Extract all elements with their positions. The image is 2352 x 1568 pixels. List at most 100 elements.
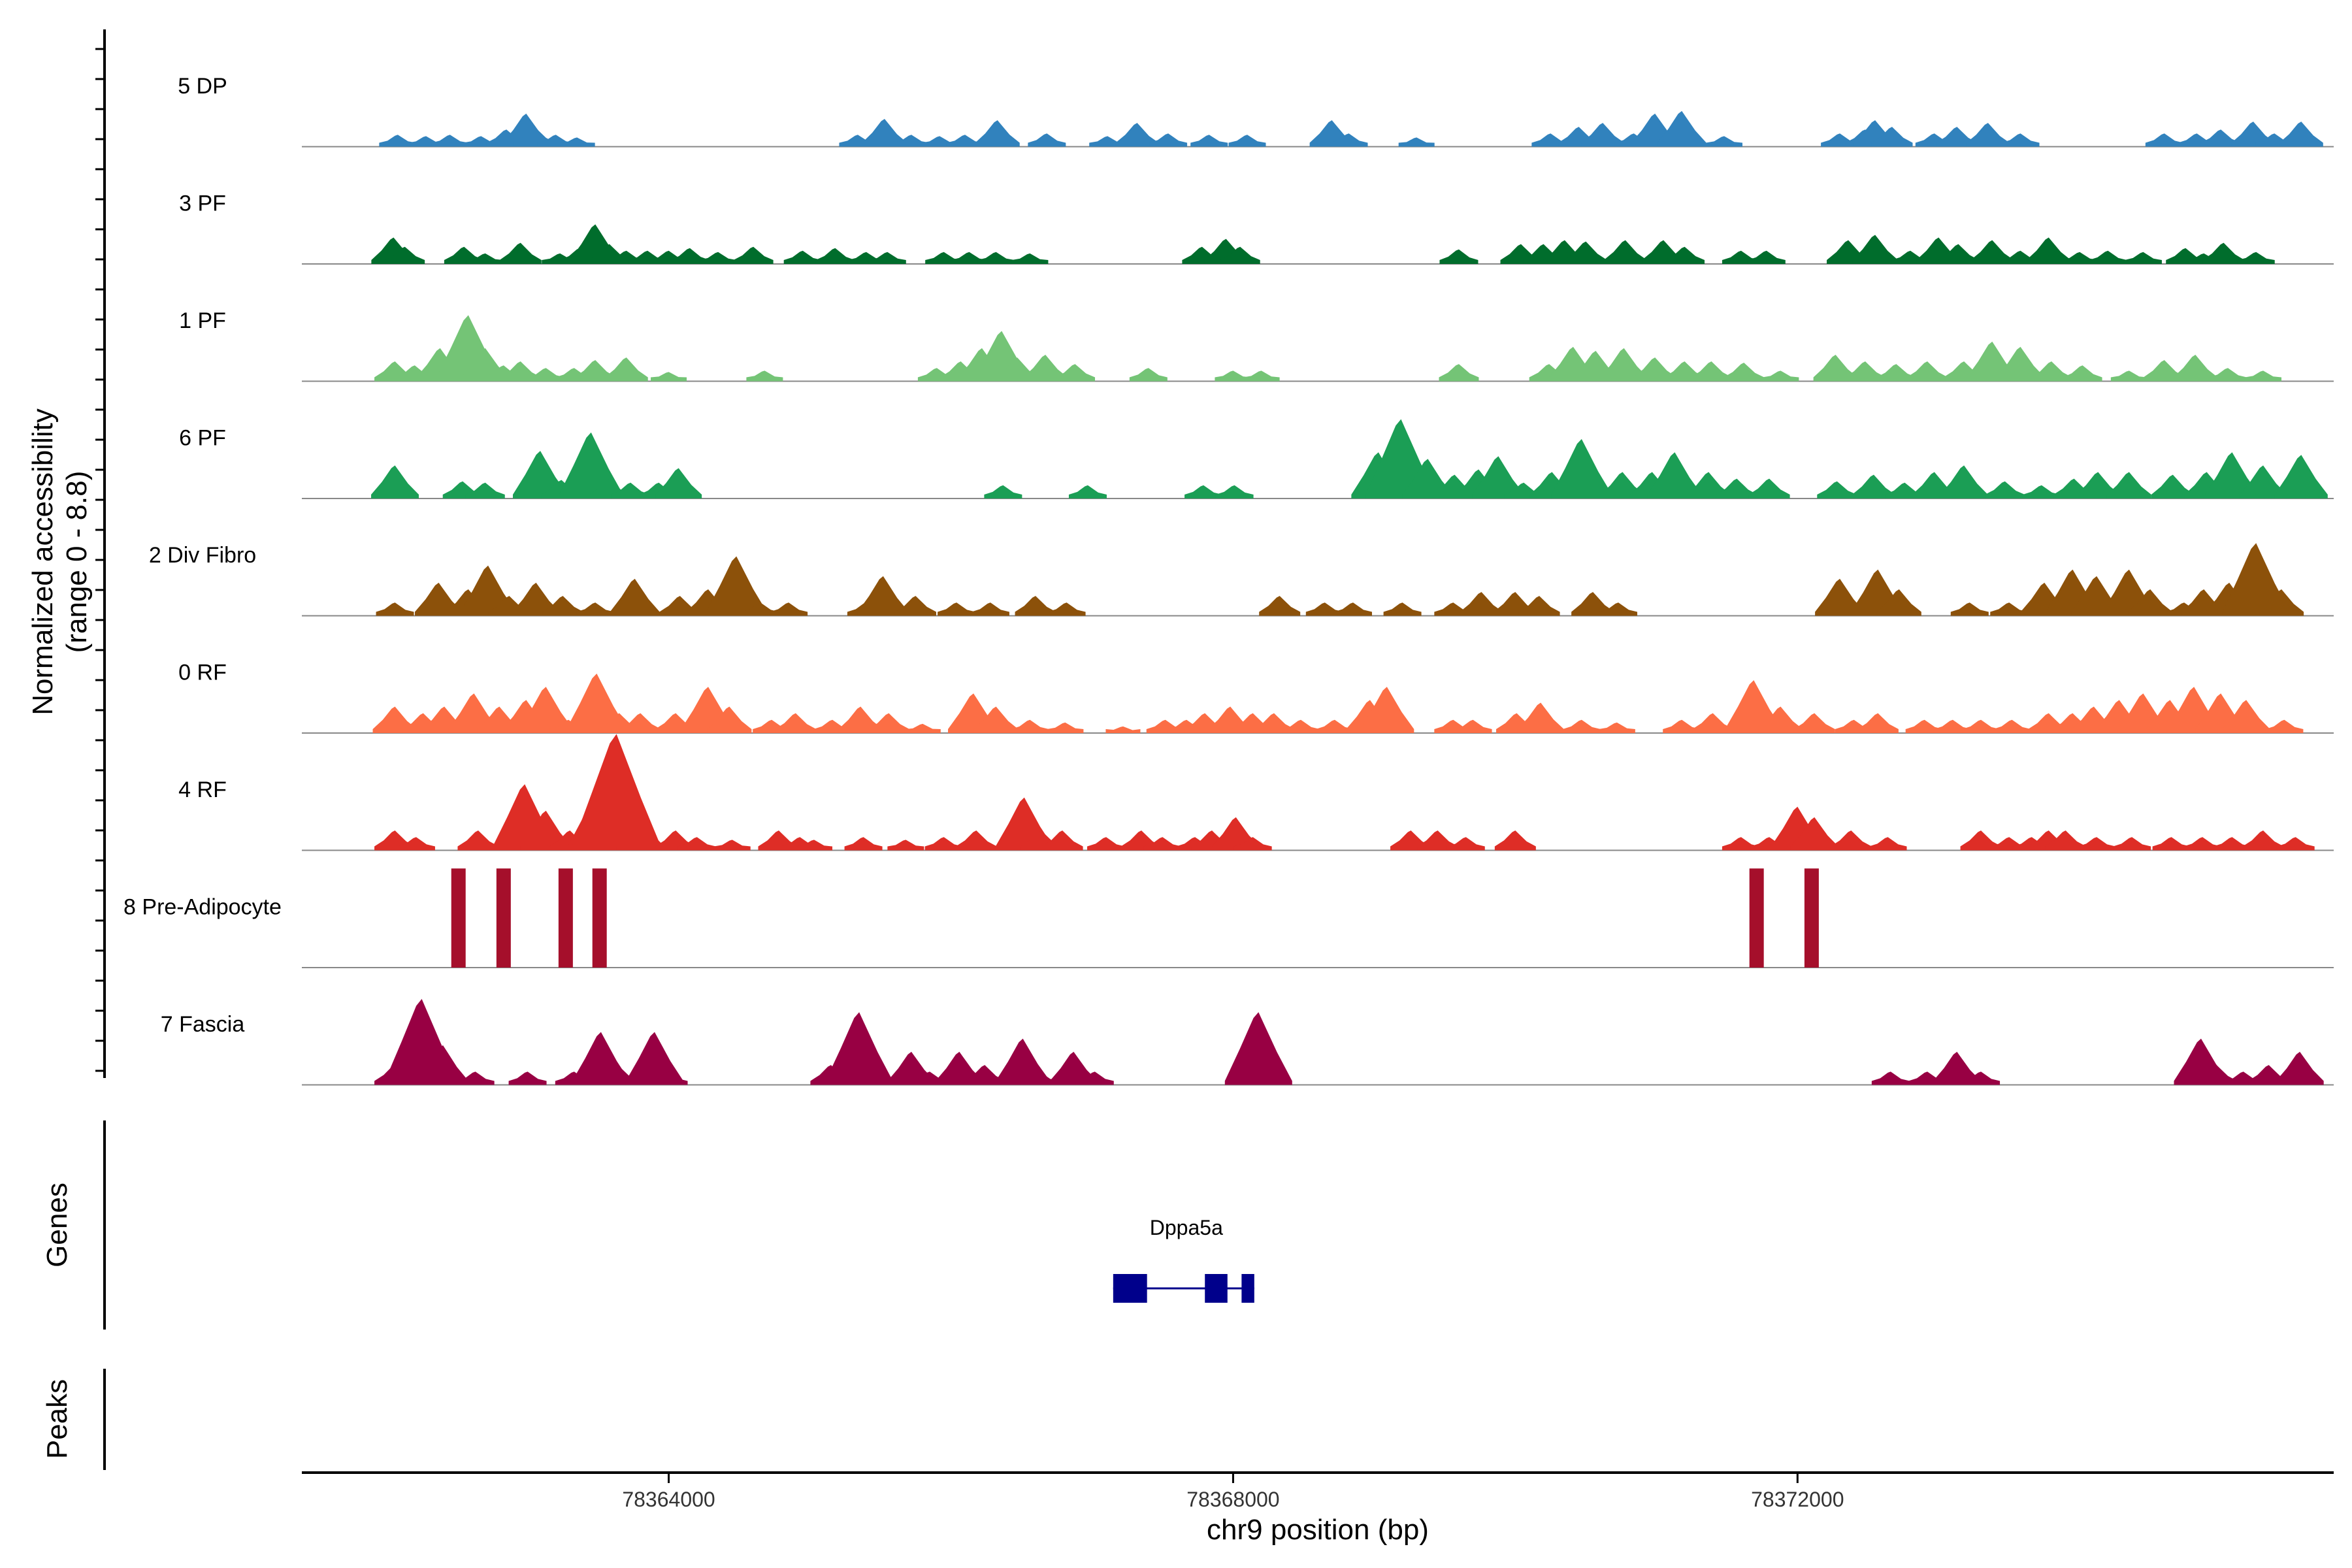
coverage-peak bbox=[1748, 478, 1790, 498]
coverage-peak bbox=[1749, 868, 1764, 968]
track-label: 3 PF bbox=[179, 191, 226, 216]
coverage-peak bbox=[1047, 602, 1086, 616]
coverage-peak bbox=[2113, 837, 2151, 851]
coverage-peak bbox=[1691, 361, 1733, 382]
coverage-peak bbox=[1105, 726, 1141, 733]
coverage-peak bbox=[1716, 478, 1757, 498]
coverage-peak bbox=[414, 582, 463, 616]
coverage-peak bbox=[955, 830, 997, 851]
coverage-peak bbox=[1220, 246, 1260, 264]
coverage-peak bbox=[431, 135, 469, 147]
coverage-peak bbox=[2145, 133, 2183, 147]
coverage-peak bbox=[1790, 817, 1838, 851]
gene-exon bbox=[1205, 1274, 1228, 1303]
coverage-peak bbox=[619, 713, 661, 733]
coverage-peak bbox=[499, 242, 542, 264]
coverage-peak bbox=[1933, 1051, 1981, 1085]
coverage-peak bbox=[519, 687, 574, 733]
coverage-peak bbox=[1758, 706, 1803, 733]
coverage-peak bbox=[1215, 485, 1254, 498]
coverage-peak bbox=[1564, 241, 1607, 264]
coverage-peak bbox=[2124, 252, 2162, 264]
coverage-peak bbox=[1472, 456, 1525, 498]
coverage-peak bbox=[1990, 602, 2029, 616]
coverage-peak bbox=[868, 252, 906, 264]
coverage-peak bbox=[1417, 830, 1459, 851]
x-axis-ticks: 78364000 78368000 78372000 bbox=[622, 1473, 1844, 1511]
coverage-peak bbox=[795, 840, 832, 851]
coverage-peak bbox=[1871, 127, 1913, 147]
coverage-peak bbox=[2063, 365, 2102, 382]
coverage-peak bbox=[1215, 370, 1252, 382]
coverage-peak bbox=[1869, 837, 1907, 851]
coverage-peak bbox=[862, 119, 907, 147]
coverage-peak bbox=[1692, 713, 1734, 733]
coverage-peak bbox=[655, 468, 702, 498]
coverage-peak bbox=[2183, 837, 2222, 851]
coverage-peak bbox=[1936, 127, 1978, 147]
coverage-peak bbox=[604, 357, 648, 382]
track-label: 2 Div Fibro bbox=[149, 543, 256, 568]
tracks-axis-ticks bbox=[95, 48, 105, 1072]
coverage-peak bbox=[1804, 868, 1819, 968]
coverage-peak bbox=[1723, 363, 1765, 382]
coverage-peak bbox=[2222, 543, 2290, 616]
coverage-peak bbox=[2200, 129, 2241, 147]
coverage-peak bbox=[838, 706, 883, 733]
coverage-peak bbox=[770, 602, 808, 616]
coverage-peak bbox=[1015, 596, 1056, 616]
coverage-peak bbox=[1068, 485, 1107, 498]
coverage-peak bbox=[1793, 713, 1835, 733]
coverage-peak bbox=[2031, 361, 2072, 382]
coverage-peak bbox=[1383, 602, 1422, 616]
coverage-peak bbox=[1817, 481, 1857, 498]
y-axis-title-line1: Normalized accessibility bbox=[27, 408, 59, 715]
coverage-peak bbox=[1021, 1071, 1059, 1085]
coverage-peak bbox=[844, 837, 883, 851]
coverage-peak bbox=[1047, 722, 1084, 733]
coverage-peak bbox=[1633, 357, 1677, 382]
coverage-peak bbox=[1087, 837, 1126, 851]
gene-dppa5a: Dppa5a bbox=[1113, 1216, 1254, 1303]
y-axis-title: Normalized accessibility (range 0 - 8.8) bbox=[27, 408, 93, 715]
track-7-fascia: 7 Fascia bbox=[161, 999, 2334, 1086]
coverage-peak bbox=[1600, 348, 1648, 382]
coverage-peak bbox=[707, 706, 752, 733]
coverage-peak bbox=[2245, 370, 2282, 382]
coverage-peak bbox=[592, 868, 607, 968]
coverage-peak bbox=[1663, 719, 1701, 733]
coverage-peak bbox=[1245, 1058, 1290, 1085]
x-tick-label: 78372000 bbox=[1751, 1488, 1844, 1511]
coverage-peak bbox=[1960, 830, 2002, 851]
track-label: 5 DP bbox=[178, 74, 227, 99]
coverage-peak bbox=[2152, 837, 2191, 851]
coverage-peak bbox=[1665, 246, 1705, 264]
coverage-peak bbox=[1598, 722, 1635, 733]
coverage-peak bbox=[2274, 455, 2328, 498]
coverage-peak bbox=[904, 723, 941, 733]
coverage-peak bbox=[1518, 596, 1560, 616]
coverage-peak bbox=[1686, 472, 1731, 498]
coverage-peak bbox=[1857, 713, 1899, 733]
gene-label: Dppa5a bbox=[1150, 1216, 1223, 1239]
gene-track: Dppa5a bbox=[1113, 1216, 1254, 1303]
coverage-peak bbox=[512, 582, 561, 616]
coverage-peak bbox=[1876, 589, 1921, 616]
coverage-peak bbox=[2276, 1051, 2324, 1085]
coverage-peak bbox=[465, 482, 505, 498]
peaks-panel-label: Peaks bbox=[41, 1379, 73, 1459]
coverage-peak bbox=[2202, 242, 2245, 264]
coverage-peak bbox=[559, 137, 595, 147]
coverage-peak bbox=[1333, 602, 1372, 616]
coverage-peak bbox=[1011, 253, 1049, 264]
coverage-peak bbox=[1876, 364, 1916, 382]
track-1-pf: 1 PF bbox=[179, 308, 2334, 382]
coverage-peak bbox=[457, 830, 499, 851]
coverage-peak bbox=[984, 485, 1022, 498]
coverage-peak bbox=[1041, 830, 1083, 851]
coverage-peak bbox=[1657, 110, 1707, 147]
coverage-peak bbox=[868, 713, 909, 733]
coverage-peak bbox=[1149, 133, 1188, 147]
y-axis-title-line2: (range 0 - 8.8) bbox=[61, 471, 93, 653]
coverage-peak bbox=[496, 868, 511, 968]
